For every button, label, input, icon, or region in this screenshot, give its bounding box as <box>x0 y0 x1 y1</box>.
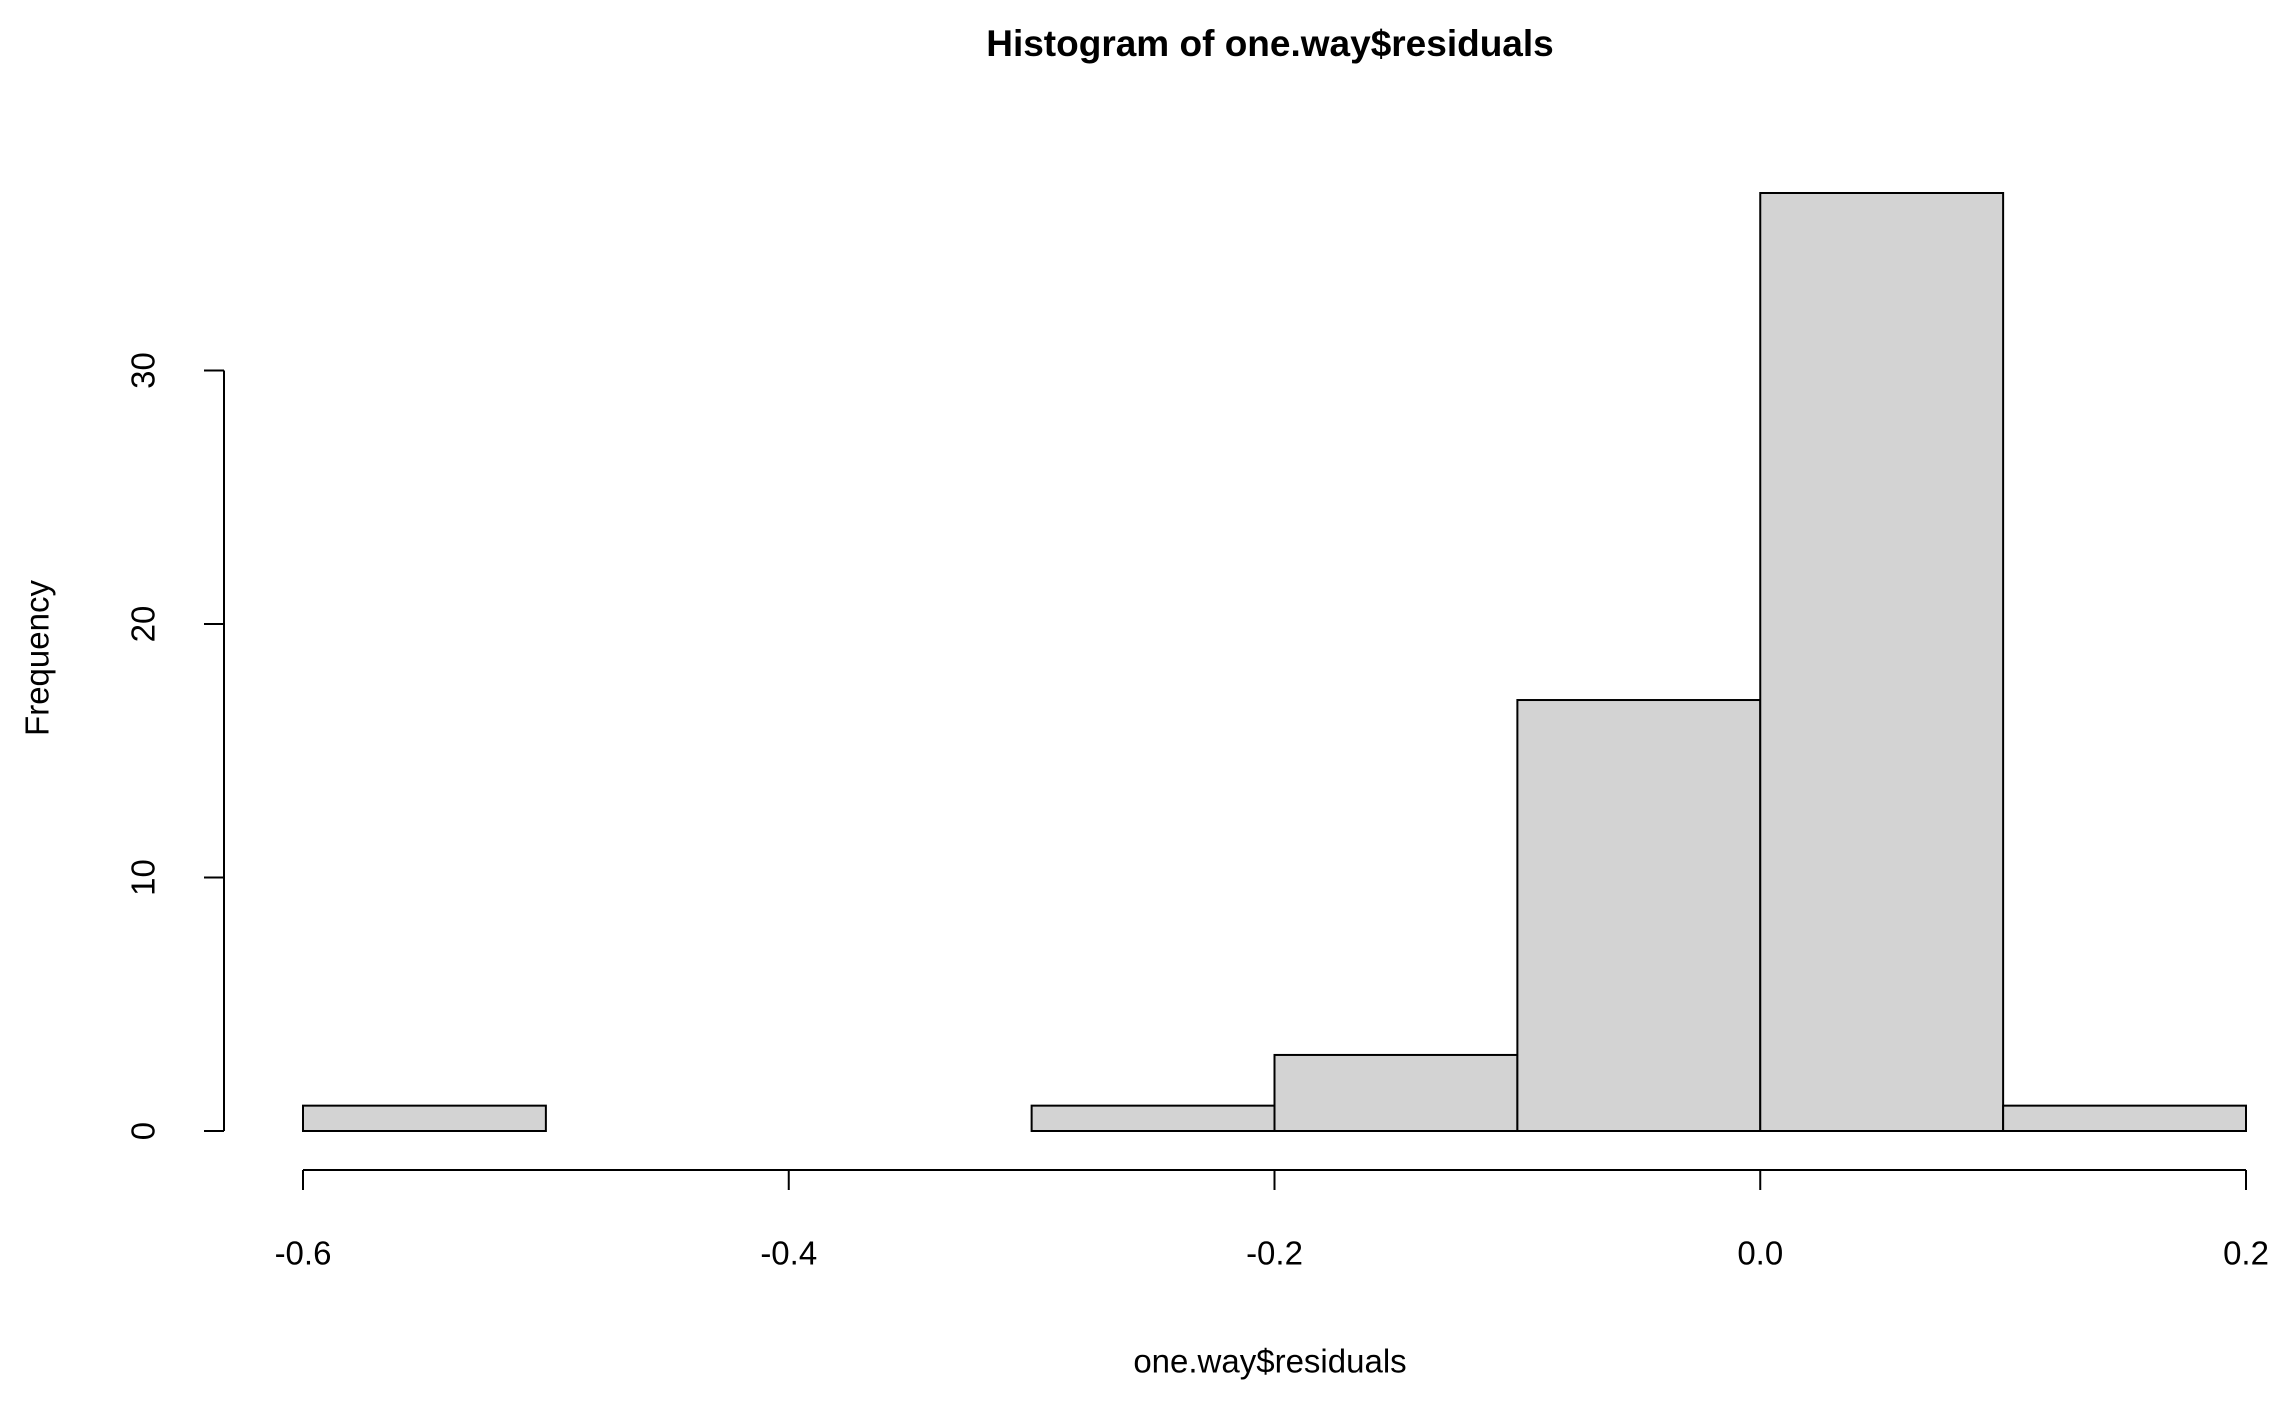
y-tick-label: 0 <box>125 1122 162 1140</box>
bar <box>1273 1053 1519 1132</box>
chart-title: Histogram of one.way$residuals <box>986 23 1554 64</box>
y-tick-label: 20 <box>125 606 162 643</box>
y-tick-label: 10 <box>125 859 162 896</box>
x-tick-label: -0.4 <box>760 1235 817 1272</box>
x-axis-label: one.way$residuals <box>1133 1343 1406 1380</box>
bar <box>1759 192 2005 1132</box>
x-tick-label: 0.0 <box>1737 1235 1783 1272</box>
y-tick-label: 30 <box>125 352 162 389</box>
x-tick-label: -0.2 <box>1246 1235 1303 1272</box>
bar <box>2002 1104 2247 1133</box>
bar <box>1030 1104 1276 1133</box>
bar <box>1516 699 1762 1132</box>
x-tick-label: -0.6 <box>275 1235 332 1272</box>
bar <box>302 1104 547 1133</box>
x-tick-label: 0.2 <box>2223 1235 2269 1272</box>
y-axis-label: Frequency <box>19 580 56 736</box>
